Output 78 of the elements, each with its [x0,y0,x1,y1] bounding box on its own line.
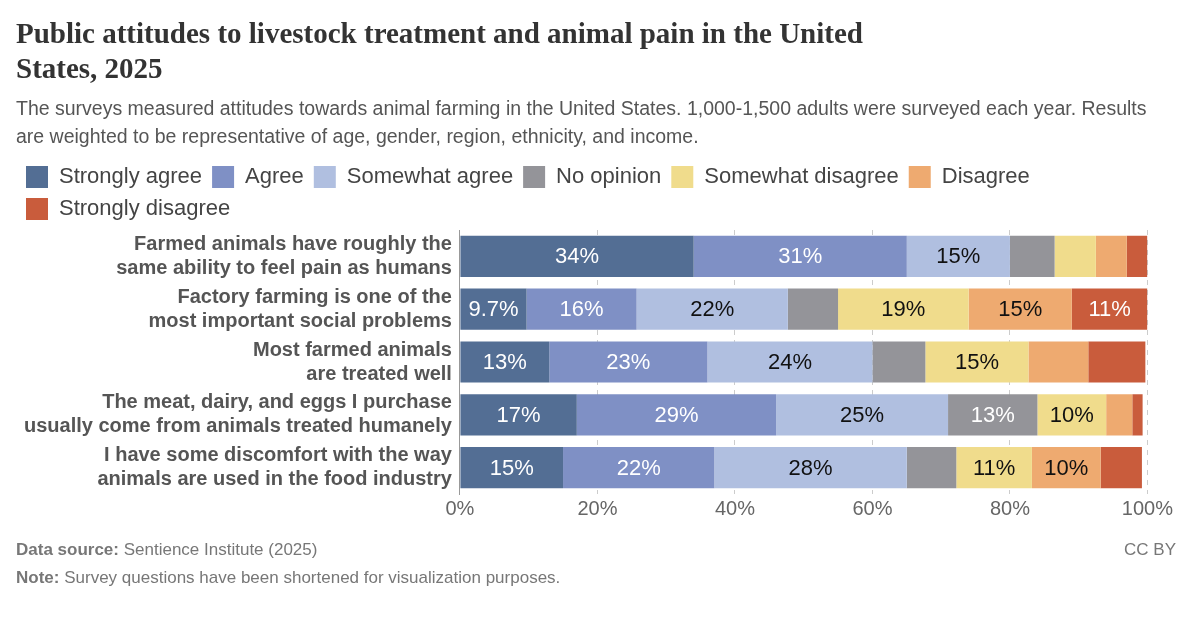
data-label: 10% [1049,401,1094,427]
data-label: 13% [970,401,1015,427]
data-label: 22% [690,296,735,322]
bar [460,235,694,277]
bar [1106,394,1133,436]
bar [1071,288,1148,330]
bar [1132,394,1143,436]
bar [968,288,1072,330]
legend-label: Strongly disagree [59,195,231,221]
bar [714,447,907,489]
bar [460,394,577,436]
x-tick-label: 20% [577,496,618,519]
bar [1095,235,1127,277]
bar [576,394,777,436]
data-label: 22% [616,454,661,480]
bar [776,394,949,436]
x-tick-label: 0% [445,496,475,519]
bar [636,288,788,330]
bar [872,341,926,383]
bar [1028,341,1089,383]
bar [948,394,1038,436]
y-tick-label: Most farmed animals are treated well [252,337,452,384]
y-tick-label: I have some discomfort with the way animals are used in the food industry [97,443,453,490]
data-label: 13% [482,349,527,375]
legend-label: Agree [245,163,304,189]
data-label: 15% [936,243,981,269]
bar [956,447,1032,489]
chart-subtitle: The surveys measured attitudes towards animal farming in the United States. 1,000-1,500 adults were surveyed each year. Results are weighted to be representative of age, gender, region, ethnicity, and income. [16,96,1148,149]
bar [526,288,637,330]
source-note: Data source: Sentience Institute (2025) [16,540,318,560]
bar [1054,235,1096,277]
bar [1088,341,1146,383]
data-label: 11% [972,454,1016,480]
data-label: 31% [778,243,823,269]
legend-label: Somewhat agree [346,163,514,189]
bar [460,341,550,383]
x-tick-label: 80% [989,496,1031,519]
legend-label: Disagree [941,163,1030,189]
text: CC BY [1124,540,1176,560]
bar [549,341,708,383]
data-label: 15% [998,296,1043,322]
y-tick-label: The meat, dairy, and eggs I purchase usually come from animals treated humanely [24,390,453,437]
bar [906,235,1010,277]
data-label: 11% [1088,296,1131,322]
bar [460,447,564,489]
data-label: 17% [496,401,541,427]
bar [925,341,1029,383]
data-label: 15% [489,454,534,480]
legend-label: Somewhat disagree [704,163,899,189]
bar [906,447,957,489]
legend-label: Strongly agree [59,163,203,189]
data-label: 29% [654,401,699,427]
data-label: 15% [954,349,999,375]
legend-label: No opinion [556,163,662,189]
data-label: 25% [840,401,885,427]
data-label: 24% [767,349,812,375]
data-label: 10% [1044,454,1089,480]
bar [563,447,715,489]
bar [1126,235,1148,277]
chart-title: Public attitudes to livestock treatment and animal pain in the United States, 2025 [16,16,864,86]
x-tick-label: 100% [1121,496,1174,519]
bar [838,288,969,330]
data-label: 23% [606,349,651,375]
bar [1100,447,1142,489]
data-label: 34% [555,243,600,269]
data-label: 16% [559,296,604,322]
x-tick-label: 40% [714,496,756,519]
data-label: 9.7% [468,296,519,322]
bar [787,288,839,330]
y-tick-label: Factory farming is one of the most important social problems [148,284,452,331]
data-label: 28% [788,454,833,480]
y-tick-label: Farmed animals have roughly the same ability to feel pain as humans [116,231,452,278]
x-tick-label: 60% [852,496,893,519]
bar [707,341,873,383]
bar [693,235,907,277]
data-label: 19% [881,296,926,322]
bar [1009,235,1055,277]
text: Note: Survey questions have been shortened for visualization purposes. [16,568,562,588]
